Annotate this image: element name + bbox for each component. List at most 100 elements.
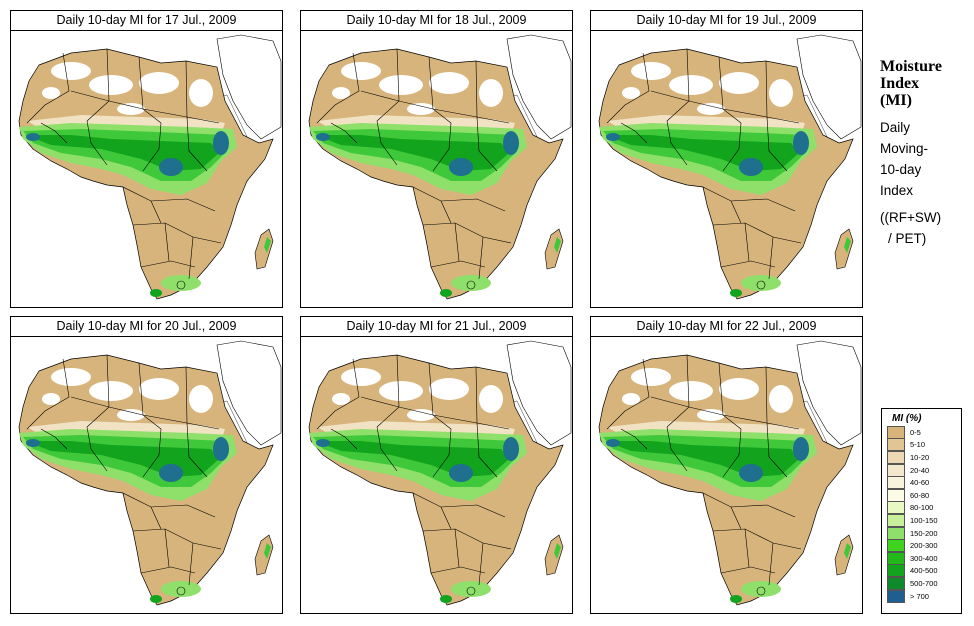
legend-item: 40-60	[887, 476, 961, 490]
south-africa-green	[741, 275, 781, 291]
desc-line: Index	[880, 183, 914, 198]
madagascar	[544, 534, 564, 576]
title-line: (MI)	[880, 92, 912, 109]
country-borders	[26, 354, 222, 596]
africa-map	[590, 30, 863, 308]
south-africa-green	[741, 581, 781, 597]
madagascar	[834, 534, 854, 576]
middle-east-outline	[506, 34, 572, 140]
legend-swatch	[887, 526, 905, 540]
ethiopia-wet-zone	[793, 131, 809, 155]
ethiopia-wet-zone	[503, 131, 519, 155]
middle-east-outline	[796, 34, 862, 140]
sahara-dry-zones	[42, 368, 213, 421]
desc-line: Moving-	[880, 141, 929, 156]
legend-label: 0-5	[910, 427, 921, 437]
desc-line: 10-day	[880, 162, 922, 177]
legend-swatch	[887, 589, 905, 603]
country-borders	[26, 48, 222, 290]
legend-item: 10-20	[887, 450, 961, 464]
ethiopia-wet-zone	[213, 131, 229, 155]
panel-title: Daily 10-day MI for 17 Jul., 2009	[10, 10, 283, 31]
legend-swatch	[887, 539, 905, 553]
legend-swatch	[887, 450, 905, 464]
country-borders	[316, 48, 512, 290]
legend-item: 100-150	[887, 513, 961, 527]
legend-label: 80-100	[910, 503, 934, 513]
south-africa-green	[451, 275, 491, 291]
west-coast-wet-zone	[26, 133, 40, 141]
map-panel-5: Daily 10-day MI for 21 Jul., 2009	[300, 316, 573, 614]
west-coast-wet-zone	[316, 439, 330, 447]
legend-item: 400-500	[887, 564, 961, 578]
africa-map	[300, 336, 573, 614]
west-coast-wet-zone	[316, 133, 330, 141]
panel-title: Daily 10-day MI for 22 Jul., 2009	[590, 316, 863, 337]
legend-item: 500-700	[887, 576, 961, 590]
legend-item: 60-80	[887, 488, 961, 502]
legend-label: 300-400	[910, 553, 938, 563]
south-africa-green	[161, 581, 201, 597]
central-wet-zone	[739, 464, 763, 482]
legend-label: 400-500	[910, 566, 938, 576]
legend-swatch	[887, 488, 905, 502]
sahara-dry-zones	[622, 62, 793, 115]
legend-swatch	[887, 564, 905, 578]
legend-swatch	[887, 438, 905, 452]
formula-line: / PET)	[888, 231, 927, 246]
legend-swatch	[887, 501, 905, 515]
legend-label: 60-80	[910, 490, 930, 500]
central-wet-zone	[159, 158, 183, 176]
central-wet-zone	[449, 158, 473, 176]
legend-swatch	[887, 576, 905, 590]
madagascar	[834, 228, 854, 270]
madagascar	[254, 534, 274, 576]
legend-item: 0-5	[887, 425, 961, 439]
middle-east-outline	[506, 340, 572, 446]
madagascar	[544, 228, 564, 270]
middle-east-outline	[216, 340, 282, 446]
legend-swatch	[887, 463, 905, 477]
legend-label: 200-300	[910, 541, 938, 551]
map-panel-4: Daily 10-day MI for 20 Jul., 2009	[10, 316, 283, 614]
madagascar	[254, 228, 274, 270]
ethiopia-wet-zone	[503, 437, 519, 461]
panel-title: Daily 10-day MI for 21 Jul., 2009	[300, 316, 573, 337]
map-panel-6: Daily 10-day MI for 22 Jul., 2009	[590, 316, 863, 614]
panel-title: Daily 10-day MI for 19 Jul., 2009	[590, 10, 863, 31]
legend-label: 40-60	[910, 478, 930, 488]
central-wet-zone	[449, 464, 473, 482]
legend-label: 500-700	[910, 578, 938, 588]
legend-item: 20-40	[887, 463, 961, 477]
legend-item: 80-100	[887, 501, 961, 515]
africa-map	[10, 336, 283, 614]
legend-swatch	[887, 425, 905, 439]
west-coast-wet-zone	[606, 439, 620, 447]
south-africa-green	[451, 581, 491, 597]
africa-map	[590, 336, 863, 614]
legend-swatch	[887, 476, 905, 490]
legend-item: 300-400	[887, 551, 961, 565]
legend-item: 5-10	[887, 438, 961, 452]
ethiopia-wet-zone	[213, 437, 229, 461]
west-coast-wet-zone	[26, 439, 40, 447]
legend-title: MI (%)	[892, 413, 922, 424]
sahara-dry-zones	[622, 368, 793, 421]
map-panel-3: Daily 10-day MI for 19 Jul., 2009	[590, 10, 863, 308]
sahara-dry-zones	[332, 368, 503, 421]
legend-swatch	[887, 513, 905, 527]
legend-swatch	[887, 551, 905, 565]
middle-east-outline	[216, 34, 282, 140]
legend-item: 200-300	[887, 539, 961, 553]
formula-line: ((RF+SW)	[880, 210, 942, 225]
country-borders	[606, 354, 802, 596]
panel-title: Daily 10-day MI for 20 Jul., 2009	[10, 316, 283, 337]
index-description: Moisture Index (MI) Daily Moving- 10-day…	[880, 58, 972, 249]
map-panel-1: Daily 10-day MI for 17 Jul., 2009	[10, 10, 283, 308]
ethiopia-wet-zone	[793, 437, 809, 461]
legend-label: 10-20	[910, 452, 930, 462]
sahara-dry-zones	[332, 62, 503, 115]
legend-label: 150-200	[910, 528, 938, 538]
legend-item: > 700	[887, 589, 961, 603]
sahara-dry-zones	[42, 62, 213, 115]
